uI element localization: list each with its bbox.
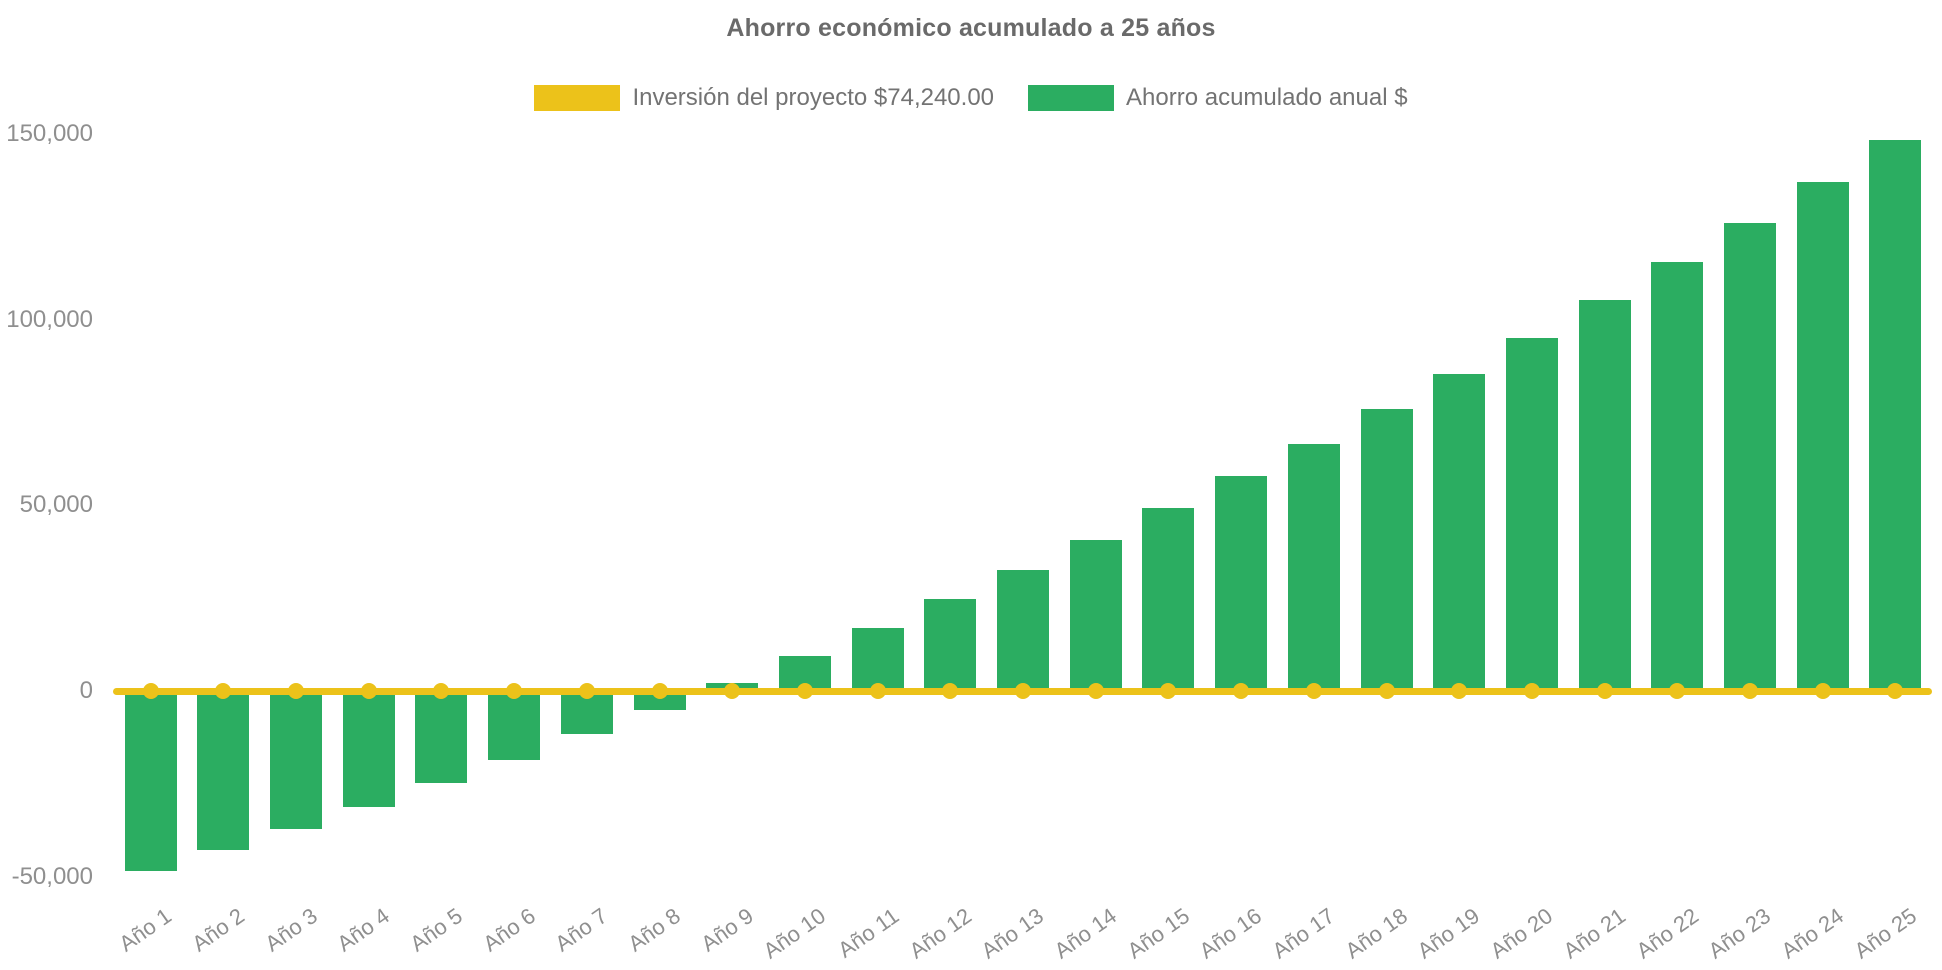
legend-swatch-line: [534, 85, 621, 111]
investment-line-dot-4: [360, 683, 377, 699]
investment-line-dot-1: [142, 683, 159, 699]
x-label-ano-22: Año 22: [1631, 903, 1703, 964]
x-label-ano-23: Año 23: [1703, 903, 1776, 964]
legend-swatch-bar: [1028, 85, 1115, 111]
bar-ano-4[interactable]: [342, 691, 395, 807]
x-label-ano-25: Año 25: [1849, 903, 1921, 964]
investment-line-dot-23: [1742, 683, 1758, 699]
y-tick-label-150000: 150,000: [6, 119, 93, 147]
x-label-ano-10: Año 10: [758, 903, 831, 964]
investment-line-dot-14: [1087, 683, 1104, 699]
investment-line-dot-11: [869, 683, 886, 699]
investment-line-dot-21: [1596, 683, 1613, 699]
legend-label-line: Inversión del proyecto $74,240.00: [632, 84, 995, 111]
x-label-ano-1: Año 1: [114, 903, 176, 957]
investment-line-dot-16: [1233, 683, 1250, 699]
investment-line-dot-8: [651, 683, 668, 699]
x-label-ano-15: Año 15: [1122, 903, 1194, 964]
investment-line-dot-6: [506, 683, 523, 699]
bar-ano-1[interactable]: [124, 691, 177, 872]
bar-ano-22[interactable]: [1651, 262, 1704, 691]
bar-ano-17[interactable]: [1287, 443, 1340, 691]
legend-item-inversion[interactable]: Inversión del proyecto $74,240.00: [534, 84, 994, 112]
bar-ano-11[interactable]: [851, 628, 904, 691]
bar-ano-14[interactable]: [1069, 540, 1122, 691]
x-label-ano-11: Año 11: [832, 903, 903, 963]
x-label-ano-17: Año 17: [1267, 903, 1340, 964]
x-label-ano-4: Año 4: [332, 903, 395, 957]
bar-ano-24[interactable]: [1796, 181, 1849, 691]
bar-ano-25[interactable]: [1869, 140, 1922, 691]
investment-line-dot-12: [942, 683, 959, 699]
bar-ano-18[interactable]: [1360, 409, 1413, 691]
bar-ano-23[interactable]: [1724, 222, 1776, 691]
bar-ano-2[interactable]: [197, 691, 250, 851]
x-label-ano-8: Año 8: [623, 903, 685, 957]
bar-ano-3[interactable]: [270, 691, 322, 829]
x-label-ano-6: Año 6: [478, 903, 540, 957]
investment-line-dot-25: [1887, 683, 1904, 699]
x-label-ano-18: Año 18: [1340, 903, 1412, 964]
investment-line-dot-9: [724, 683, 741, 699]
bar-ano-21[interactable]: [1578, 300, 1631, 691]
investment-line-dot-7: [578, 683, 595, 699]
investment-line-dot-13: [1015, 683, 1031, 699]
x-label-ano-7: Año 7: [550, 903, 613, 957]
x-label-ano-2: Año 2: [187, 903, 249, 957]
y-tick-label-50000: 50,000: [19, 491, 93, 519]
legend-label-bar: Ahorro acumulado anual $: [1126, 84, 1408, 111]
investment-line-dot-17: [1305, 683, 1322, 699]
investment-line-dot-3: [288, 683, 304, 699]
bar-ano-20[interactable]: [1505, 338, 1558, 691]
x-label-ano-21: Año 21: [1558, 903, 1630, 964]
investment-line-dot-15: [1160, 683, 1177, 699]
bar-ano-12[interactable]: [924, 599, 977, 691]
investment-line-dot-24: [1814, 683, 1831, 699]
bar-ano-8[interactable]: [633, 691, 686, 710]
x-label-ano-5: Año 5: [405, 903, 467, 957]
investment-line-dot-20: [1523, 683, 1540, 699]
investment-line-dot-22: [1669, 683, 1686, 699]
bar-ano-15[interactable]: [1142, 508, 1195, 691]
x-label-ano-16: Año 16: [1194, 903, 1267, 964]
bar-ano-5[interactable]: [415, 691, 468, 784]
x-label-ano-13: Año 13: [976, 903, 1049, 964]
legend-item-ahorro[interactable]: Ahorro acumulado anual $: [1028, 84, 1408, 112]
x-label-ano-3: Año 3: [259, 903, 322, 957]
bar-ano-6[interactable]: [488, 691, 541, 760]
y-tick-label--50000: -50,000: [11, 862, 93, 890]
y-tick-label-100000: 100,000: [6, 305, 93, 333]
investment-line-dot-2: [215, 683, 232, 699]
x-label-ano-20: Año 20: [1485, 903, 1558, 964]
legend: Inversión del proyecto $74,240.00 Ahorro …: [0, 84, 1942, 112]
x-label-ano-9: Año 9: [696, 903, 758, 957]
x-label-ano-12: Año 12: [904, 903, 976, 964]
x-label-ano-24: Año 24: [1776, 903, 1849, 964]
chart-title: Ahorro económico acumulado a 25 años: [726, 14, 1216, 42]
investment-line-dot-19: [1451, 683, 1468, 699]
x-label-ano-19: Año 19: [1413, 903, 1485, 964]
investment-line-dot-18: [1378, 683, 1395, 699]
investment-line-dot-10: [796, 683, 813, 699]
investment-line-dot-5: [433, 683, 450, 699]
x-label-ano-14: Año 14: [1049, 903, 1122, 964]
bar-ano-16[interactable]: [1215, 475, 1268, 691]
bar-ano-13[interactable]: [997, 570, 1049, 691]
bar-ano-19[interactable]: [1433, 373, 1486, 691]
y-tick-label-0: 0: [79, 677, 93, 704]
